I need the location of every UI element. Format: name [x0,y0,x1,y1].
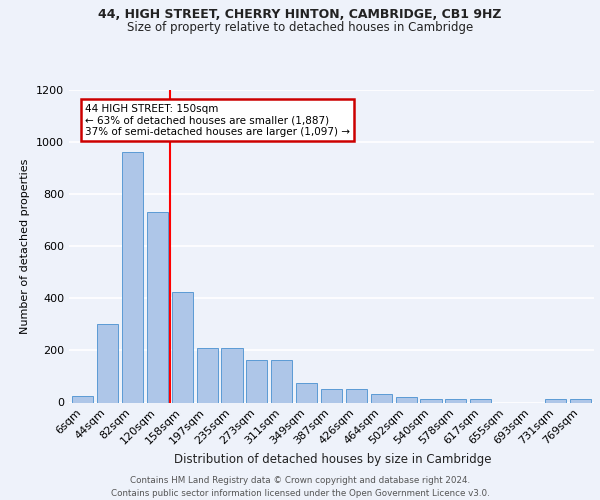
Text: Size of property relative to detached houses in Cambridge: Size of property relative to detached ho… [127,21,473,34]
Bar [545,398,566,402]
Bar [395,398,417,402]
Text: 44 HIGH STREET: 150sqm
← 63% of detached houses are smaller (1,887)
37% of semi-: 44 HIGH STREET: 150sqm ← 63% of detached… [85,104,350,136]
Text: 44, HIGH STREET, CHERRY HINTON, CAMBRIDGE, CB1 9HZ: 44, HIGH STREET, CHERRY HINTON, CAMBRIDG… [98,8,502,20]
Bar [122,152,143,402]
Bar [197,348,218,403]
Bar [72,396,93,402]
Bar [445,398,466,402]
Bar [346,390,367,402]
Text: Contains public sector information licensed under the Open Government Licence v3: Contains public sector information licen… [110,489,490,498]
Text: Contains HM Land Registry data © Crown copyright and database right 2024.: Contains HM Land Registry data © Crown c… [130,476,470,485]
Bar [246,360,268,403]
Bar [470,398,491,402]
Text: Distribution of detached houses by size in Cambridge: Distribution of detached houses by size … [174,452,492,466]
Bar [421,398,442,402]
Bar [296,383,317,402]
Bar [371,394,392,402]
Bar [570,398,591,402]
Bar [221,348,242,403]
Bar [97,324,118,402]
Y-axis label: Number of detached properties: Number of detached properties [20,158,31,334]
Bar [147,212,168,402]
Bar [172,292,193,403]
Bar [271,360,292,403]
Bar [321,390,342,402]
